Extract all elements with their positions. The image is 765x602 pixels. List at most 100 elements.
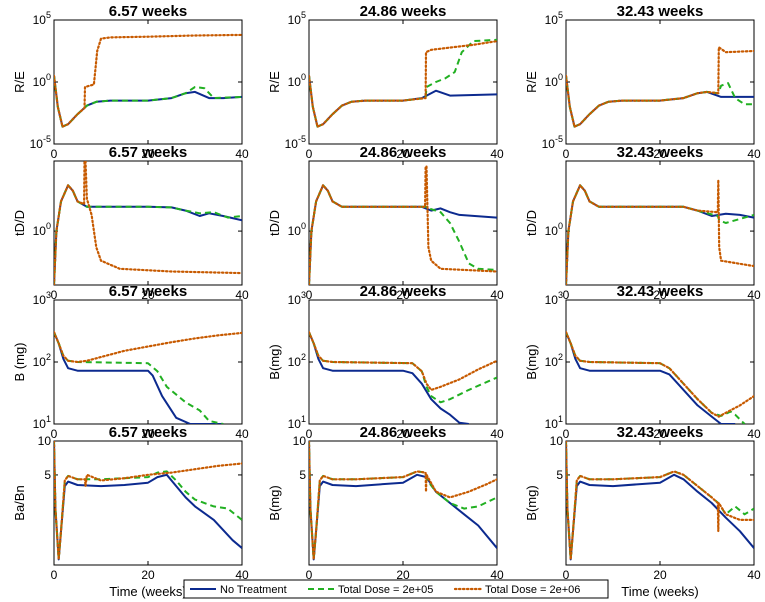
x-tick-label: 0 <box>306 147 313 161</box>
series-line-none <box>54 331 224 424</box>
y-axis-label: R/E <box>12 71 27 93</box>
x-tick-label: 40 <box>747 147 761 161</box>
plot-frame <box>308 160 498 286</box>
x-tick-label: 20 <box>653 568 667 582</box>
legend-box <box>183 579 609 599</box>
y-tick-label: 5 <box>44 468 51 482</box>
y-axis-label: B(mg) <box>524 485 539 520</box>
x-tick-label: 0 <box>563 288 570 302</box>
y-tick-label: 5 <box>299 468 306 482</box>
y-axis-label: B (mg) <box>12 343 27 382</box>
y-axis-label: tD/D <box>267 210 282 236</box>
series-line-high <box>309 40 497 128</box>
series-line-high <box>566 331 754 418</box>
x-tick-label: 0 <box>51 427 58 441</box>
x-axis-label: Time (weeks) <box>621 584 699 599</box>
series-line-high <box>309 331 497 391</box>
series-group <box>54 161 242 285</box>
panel-title: 24.86 weeks <box>360 3 447 20</box>
y-tick-label: 100 <box>288 221 306 238</box>
series-group <box>566 178 754 285</box>
x-tick-label: 40 <box>235 568 249 582</box>
x-tick-label: 40 <box>490 568 504 582</box>
panel-r3-c3: 32.43 weeks 0 20 40 101 102 103 B(mg) <box>524 283 761 441</box>
panel-r2-c1: 6.57 weeks 0 20 40 100 tD/D <box>12 144 249 302</box>
x-tick-label: 20 <box>653 288 667 302</box>
plot-frame <box>308 440 498 566</box>
series-line-high <box>309 441 497 561</box>
x-tick-label: 0 <box>51 568 58 582</box>
x-tick-label: 20 <box>141 288 155 302</box>
y-tick-label: 102 <box>545 352 563 369</box>
x-tick-label: 40 <box>747 568 761 582</box>
legend-label-low: Total Dose = 2e+05 <box>338 584 433 596</box>
series-group <box>309 165 497 285</box>
y-tick-label: 102 <box>288 352 306 369</box>
y-tick-label: 10 <box>38 434 52 448</box>
x-tick-label: 20 <box>141 427 155 441</box>
series-line-none <box>309 331 469 424</box>
series-group <box>566 441 754 561</box>
plot-frame <box>53 440 243 566</box>
x-tick-label: 0 <box>563 568 570 582</box>
x-tick-label: 20 <box>396 427 410 441</box>
y-tick-label: 10 <box>293 434 307 448</box>
y-tick-label: 101 <box>288 414 306 431</box>
series-line-high <box>54 161 242 285</box>
panel-title: 24.86 weeks <box>360 424 447 441</box>
y-tick-label: 105 <box>33 10 51 27</box>
series-group <box>54 441 242 561</box>
series-line-high <box>566 178 754 285</box>
y-tick-label: 10-5 <box>285 134 306 151</box>
x-axis-label: Time (weeks) <box>109 584 187 599</box>
legend-label-none: No Treatment <box>220 584 287 596</box>
y-tick-label: 105 <box>288 10 306 27</box>
panel-r2-c2: 24.86 weeks 0 20 40 100 tD/D <box>267 144 504 302</box>
y-axis-label: B(mg) <box>267 485 282 520</box>
panel-r4-c1: 6.57 weeks 0 20 40 5 10 Ba/Bn Time (weeks) <box>12 424 249 599</box>
x-tick-label: 0 <box>306 288 313 302</box>
series-group <box>309 38 497 128</box>
x-tick-label: 0 <box>563 147 570 161</box>
panel-title: 32.43 weeks <box>617 3 704 20</box>
y-tick-label: 102 <box>33 352 51 369</box>
panel-title: 32.43 weeks <box>617 283 704 300</box>
panel-r3-c1: 6.57 weeks 0 20 40 101 102 103 B (mg) <box>12 283 249 441</box>
legend: No Treatment Total Dose = 2e+05 Total Dose… <box>183 579 609 599</box>
x-tick-label: 0 <box>306 427 313 441</box>
x-tick-label: 0 <box>51 288 58 302</box>
x-tick-label: 20 <box>653 147 667 161</box>
series-line-high <box>566 441 754 561</box>
panel-title: 6.57 weeks <box>109 144 187 161</box>
y-tick-label: 103 <box>545 290 563 307</box>
x-tick-label: 0 <box>51 147 58 161</box>
x-tick-label: 40 <box>747 288 761 302</box>
series-line-low <box>54 184 242 285</box>
x-tick-label: 40 <box>235 288 249 302</box>
series-line-high <box>309 165 497 285</box>
series-group <box>309 331 497 424</box>
series-group <box>54 331 242 424</box>
plot-frame <box>308 19 498 145</box>
x-tick-label: 40 <box>235 147 249 161</box>
x-tick-label: 0 <box>563 427 570 441</box>
panel-title: 6.57 weeks <box>109 424 187 441</box>
series-line-high <box>566 46 754 128</box>
y-axis-label: tD/D <box>12 210 27 236</box>
series-line-high <box>54 331 242 364</box>
series-line-high <box>54 441 242 561</box>
plot-frame <box>565 160 755 286</box>
x-tick-label: 20 <box>141 147 155 161</box>
y-tick-label: 10 <box>550 434 564 448</box>
y-tick-label: 103 <box>288 290 306 307</box>
y-tick-label: 100 <box>33 221 51 238</box>
plot-frame <box>53 160 243 286</box>
plot-frame <box>565 19 755 145</box>
panel-r4-c3: 32.43 weeks 0 20 40 5 10 B(mg) Time (weeks) <box>524 424 761 599</box>
panel-r1-c1: 6.57 weeks 0 20 40 10-5 100 105 R/E <box>12 3 249 161</box>
y-tick-label: 100 <box>33 72 51 89</box>
x-tick-label: 40 <box>747 427 761 441</box>
y-tick-label: 103 <box>33 290 51 307</box>
